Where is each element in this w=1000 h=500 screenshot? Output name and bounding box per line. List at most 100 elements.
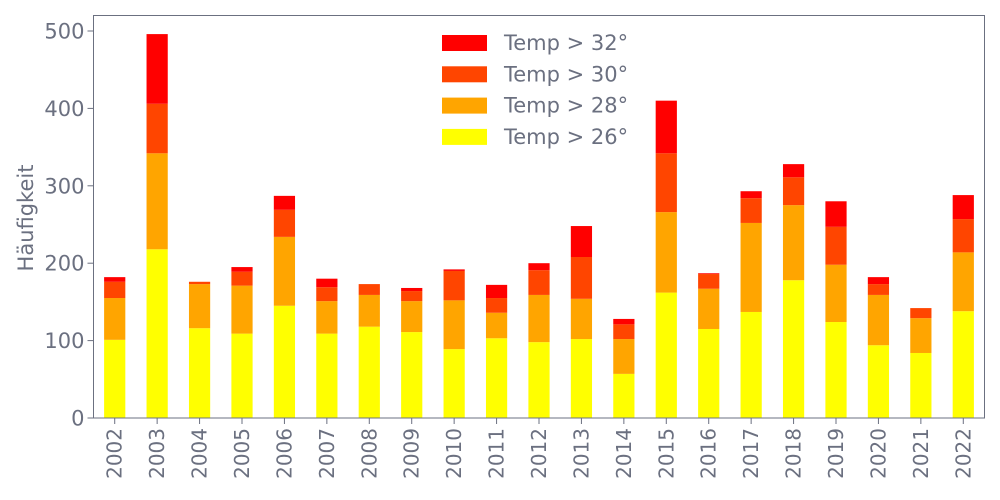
bar-2002-series-2 <box>104 281 126 299</box>
bar-2015-series-3 <box>655 100 677 154</box>
bar-2005-series-2 <box>231 271 253 286</box>
bar-2014-series-3 <box>613 318 635 325</box>
bar-2016-series-0 <box>698 328 720 418</box>
legend-swatch <box>442 97 487 114</box>
bar-2020-series-2 <box>867 284 890 295</box>
bar-2008-series-1 <box>358 294 380 327</box>
bar-2011-series-0 <box>485 338 508 418</box>
y-tick-label: 400 <box>44 97 84 121</box>
bar-2002-series-3 <box>104 277 126 282</box>
bar-2011-series-3 <box>485 284 508 299</box>
bar-2021-series-0 <box>910 352 932 418</box>
legend-label: Temp > 32° <box>503 31 628 55</box>
bar-2020-series-3 <box>867 277 890 285</box>
x-axis: 2002 2003 2004 2005 2006 2007 2008 2009 2010 2011… <box>103 418 975 479</box>
x-tick-label: 2018 <box>782 428 806 479</box>
bar-2004-series-0 <box>188 328 211 418</box>
bar-2005-series-3 <box>231 267 253 272</box>
bar-2009-series-3 <box>401 287 423 292</box>
bar-2006-series-3 <box>273 195 296 210</box>
bar-2015-series-2 <box>655 153 677 213</box>
bar-2002-series-0 <box>104 339 126 418</box>
x-tick-label: 2005 <box>230 428 254 479</box>
bar-2016-series-2 <box>698 274 720 289</box>
bar-2015-series-1 <box>655 212 677 293</box>
bar-2022-series-3 <box>952 195 974 220</box>
bar-2003-series-1 <box>146 153 168 250</box>
x-tick-label: 2017 <box>739 428 763 479</box>
bar-2013-series-0 <box>570 339 593 418</box>
legend-label: Temp > 28° <box>503 94 628 118</box>
bar-2011-series-1 <box>485 312 508 339</box>
bar-2013-series-2 <box>570 257 593 299</box>
bar-2010-series-1 <box>443 300 465 350</box>
bar-2011-series-2 <box>485 298 508 313</box>
x-tick-label: 2008 <box>357 428 381 479</box>
y-tick-label: 100 <box>44 329 84 353</box>
y-tick-label: 300 <box>44 174 84 198</box>
legend-swatch <box>442 128 487 145</box>
bar-2015-series-0 <box>655 292 677 418</box>
bar-2014-series-2 <box>613 324 635 340</box>
x-tick-label: 2013 <box>569 428 593 479</box>
y-tick-label: 0 <box>71 407 84 431</box>
bar-2008-series-2 <box>358 284 380 295</box>
bar-2010-series-3 <box>443 269 465 271</box>
bar-2018-series-2 <box>782 177 805 206</box>
x-tick-label: 2011 <box>485 428 509 479</box>
bar-2021-series-1 <box>910 318 932 353</box>
x-tick-label: 2004 <box>188 428 212 479</box>
x-tick-label: 2009 <box>400 428 424 479</box>
y-axis-label: Häufigkeit <box>14 165 38 272</box>
bar-2017-series-0 <box>740 311 762 418</box>
bar-2004-series-1 <box>188 284 211 329</box>
legend-swatch <box>442 66 487 83</box>
bar-2007-series-0 <box>316 333 338 418</box>
x-tick-label: 2020 <box>866 428 890 479</box>
x-tick-label: 2007 <box>315 428 339 479</box>
x-tick-label: 2003 <box>145 428 169 479</box>
x-tick-label: 2006 <box>272 428 296 479</box>
bar-2008-series-0 <box>358 326 380 418</box>
bar-2009-series-2 <box>401 291 423 302</box>
bar-2021-series-2 <box>910 308 932 319</box>
bar-2009-series-1 <box>401 301 423 333</box>
x-tick-label: 2002 <box>103 428 127 479</box>
bar-2004-series-2 <box>188 281 211 285</box>
y-tick-label: 200 <box>44 252 84 276</box>
x-tick-label: 2014 <box>612 428 636 479</box>
bar-2013-series-1 <box>570 298 593 340</box>
bar-2003-series-0 <box>146 249 168 418</box>
bar-2006-series-0 <box>273 305 296 418</box>
bar-2007-series-2 <box>316 287 338 302</box>
bar-2003-series-2 <box>146 103 168 154</box>
x-tick-label: 2010 <box>442 428 466 479</box>
bar-2007-series-1 <box>316 301 338 334</box>
bar-2018-series-1 <box>782 205 805 281</box>
bar-2019-series-3 <box>825 201 847 227</box>
legend-label: Temp > 26° <box>503 125 628 149</box>
bars <box>104 34 974 418</box>
x-tick-label: 2012 <box>527 428 551 479</box>
bar-2018-series-0 <box>782 280 805 418</box>
bar-2019-series-1 <box>825 264 847 323</box>
x-tick-label: 2022 <box>951 428 975 479</box>
bar-2020-series-1 <box>867 294 890 346</box>
legend-label: Temp > 30° <box>503 62 628 86</box>
x-tick-label: 2021 <box>909 428 933 479</box>
bar-2019-series-2 <box>825 226 847 265</box>
legend-swatch <box>442 35 487 51</box>
bar-2018-series-3 <box>782 164 805 178</box>
bar-2016-series-3 <box>698 273 720 275</box>
bar-2010-series-0 <box>443 349 465 418</box>
bar-2017-series-2 <box>740 198 762 223</box>
bar-2019-series-0 <box>825 322 847 418</box>
y-tick-label: 500 <box>44 20 84 44</box>
bar-2013-series-3 <box>570 226 593 258</box>
bar-2012-series-2 <box>528 270 550 295</box>
bar-2012-series-1 <box>528 294 550 343</box>
bar-2017-series-3 <box>740 191 762 199</box>
bar-2003-series-3 <box>146 34 168 104</box>
bar-2014-series-1 <box>613 339 635 374</box>
